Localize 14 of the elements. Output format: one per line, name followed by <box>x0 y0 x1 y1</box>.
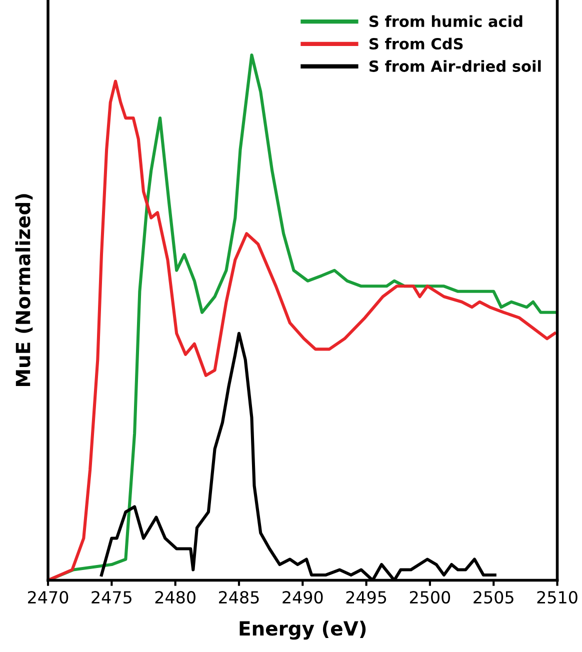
x-tick-label: 2495 <box>346 590 386 604</box>
x-tick-label: 2485 <box>218 590 259 604</box>
x-tick-label: 2470 <box>28 590 68 604</box>
x-tick-label: 2505 <box>474 590 514 604</box>
x-tick-label: 2500 <box>410 590 450 604</box>
legend-label: S from humic acid <box>370 15 522 28</box>
legend-label: S from CdS <box>370 38 463 50</box>
x-tick-label: 2475 <box>92 590 132 604</box>
x-tick-label: 2510 <box>537 590 578 604</box>
x-tick-label: 2480 <box>155 590 196 604</box>
x-tick-label: 2490 <box>282 590 323 604</box>
legend-label: S from Air-dried soil <box>370 60 541 72</box>
y-axis-title: MuE (Normalized) <box>15 194 33 386</box>
x-axis-title: Energy (eV) <box>240 620 366 640</box>
